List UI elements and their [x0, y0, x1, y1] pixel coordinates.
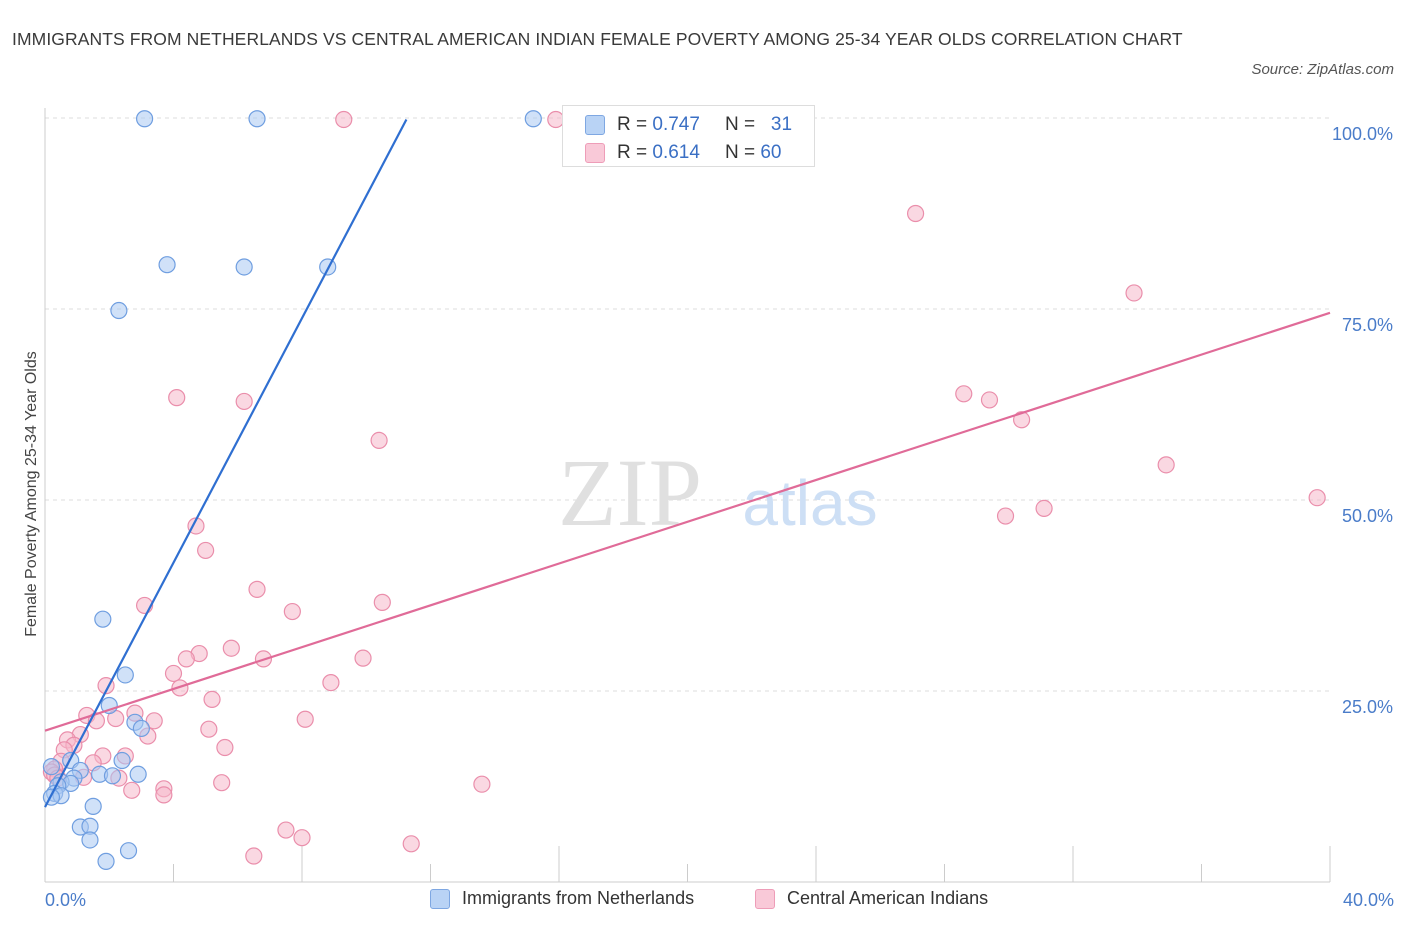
central-american-point [164, 664, 183, 683]
stats-row-central-american: R = 0.614 N = 60 [585, 141, 781, 165]
central-american-point [216, 738, 234, 757]
stats-swatch-blue [585, 115, 605, 135]
central-american-point [370, 431, 388, 450]
central-american-point [1035, 499, 1053, 518]
stats-r-value: 0.614 [652, 142, 700, 163]
central-american-point [222, 639, 240, 657]
central-american-point [1125, 284, 1143, 302]
central-american-point [1157, 456, 1175, 474]
y-tick-label-25: 25.0% [1342, 697, 1393, 717]
netherlands-point [235, 258, 253, 276]
netherlands-point [135, 110, 154, 128]
legend-label: Central American Indians [787, 888, 989, 908]
axes [44, 108, 1331, 883]
x-tick-label-min: 0.0% [45, 890, 87, 910]
netherlands-point [97, 852, 115, 870]
bottom-legend: Immigrants from Netherlands Central Amer… [0, 888, 1406, 916]
central-american-point [197, 541, 215, 560]
netherlands-point [132, 719, 150, 738]
central-american-point [955, 385, 973, 403]
central-american-point [177, 650, 195, 668]
stats-swatch-pink [585, 143, 605, 163]
central-american-point [293, 829, 311, 847]
central-american-point [277, 821, 295, 839]
trend-lines [44, 119, 1331, 808]
netherlands-point [524, 110, 542, 128]
source-credit: Source: ZipAtlas.com [1251, 61, 1394, 78]
central-american-point [168, 389, 186, 407]
legend-label: Immigrants from Netherlands [462, 888, 695, 908]
central-american-point [373, 593, 391, 611]
y-tick-label-100: 100.0% [1332, 124, 1393, 144]
stats-n-label: N = [724, 114, 756, 135]
y-tick-label-50: 50.0% [1342, 506, 1393, 526]
central-american-point [155, 786, 173, 804]
central-american-point [203, 690, 221, 709]
central-american-point [906, 204, 925, 223]
netherlands-point [94, 610, 112, 628]
central-american-point [200, 720, 218, 738]
central-american-point [296, 710, 314, 728]
netherlands-point [158, 256, 176, 274]
netherlands-point [119, 842, 138, 860]
legend-item-central-american[interactable]: Central American Indians [755, 888, 988, 909]
netherlands-point [248, 110, 266, 128]
trend-line-netherlands [44, 119, 408, 808]
central-american-point [980, 391, 999, 409]
central-american-point [322, 673, 340, 692]
central-american-point [1012, 411, 1031, 429]
central-american-point [145, 712, 163, 730]
central-american-point [248, 580, 266, 598]
netherlands-point [113, 751, 131, 770]
netherlands-point [81, 831, 99, 849]
watermark-zip: ZIP [558, 439, 702, 546]
y-tick-label-75: 75.0% [1342, 315, 1393, 335]
central-american-point [1308, 489, 1326, 507]
legend-swatch-pink [755, 888, 775, 909]
stats-n-value: 31 [770, 114, 793, 135]
netherlands-point [84, 797, 102, 815]
central-american-point [245, 847, 263, 865]
central-american-point [283, 602, 301, 621]
stats-legend: R = 0.747 N = 31 R = 0.614 N = 60 [562, 105, 815, 167]
stats-n-value: 60 [760, 142, 782, 163]
central-american-point [354, 649, 372, 667]
trend-line-central-american [44, 311, 1331, 732]
central-american-point [335, 110, 353, 129]
netherlands-point [110, 301, 128, 320]
legend-swatch-blue [430, 888, 450, 909]
netherlands-point [103, 767, 122, 785]
central-american-point [123, 781, 141, 799]
x-tick-label-max: 40.0% [1342, 890, 1394, 910]
netherlands-point [129, 765, 147, 783]
watermark-atlas: atlas [742, 467, 877, 539]
chart-title: IMMIGRANTS FROM NETHERLANDS VS CENTRAL A… [12, 29, 1183, 49]
central-american-point [996, 507, 1015, 525]
netherlands-point [116, 666, 134, 684]
watermark: ZIP atlas [558, 439, 878, 546]
central-american-point [402, 835, 420, 853]
netherlands-point [42, 758, 61, 776]
series-immigrants-from-netherlands [42, 110, 542, 870]
central-american-point [473, 775, 491, 793]
stats-r-value: 0.747 [652, 114, 700, 135]
stats-n-label: N = [724, 142, 756, 163]
central-american-point [213, 774, 231, 792]
stats-r-label: R = [617, 114, 648, 135]
stats-r-label: R = [617, 142, 648, 163]
stats-row-netherlands: R = 0.747 N = 31 [585, 113, 792, 137]
legend-item-netherlands[interactable]: Immigrants from Netherlands [430, 888, 694, 909]
y-tick-labels: 25.0% 50.0% 75.0% 100.0% [1332, 124, 1393, 717]
central-american-point [235, 392, 253, 411]
